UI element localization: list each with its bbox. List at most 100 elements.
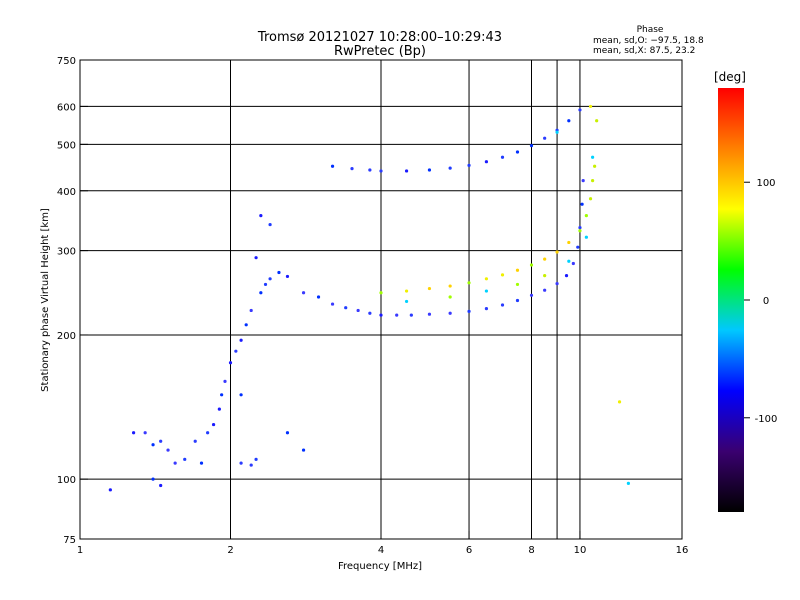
data-point-x (404, 299, 409, 304)
data-point-o (404, 169, 409, 173)
data-point-o (234, 349, 238, 353)
data-point-o (379, 313, 383, 317)
data-point-x (617, 400, 622, 404)
data-point-o (379, 169, 383, 173)
colorbar-ticks: 100 0 -100 (744, 178, 777, 425)
data-point-x (484, 277, 489, 281)
data-point-x (515, 282, 520, 287)
data-point-x (484, 289, 489, 293)
data-point-o (578, 226, 582, 230)
axis-ticks: 1 2 4 6 8 10 16 75 100 200 300 400 500 600 750 (57, 56, 688, 556)
data-point-x (588, 104, 593, 109)
data-point-o (529, 293, 534, 297)
x-tick-label: 1 (77, 545, 83, 556)
data-point-x (584, 235, 588, 239)
data-point-o (571, 261, 575, 266)
x-tick-label: 2 (227, 545, 233, 556)
colorbar-tick-label: 100 (756, 178, 775, 189)
data-point-o (228, 361, 233, 365)
data-point-o (159, 439, 163, 443)
data-point-o (259, 213, 263, 218)
data-point-o (143, 431, 147, 435)
chart-title: Tromsø 20121027 10:28:00–10:29:43 (257, 30, 502, 45)
data-point-x (543, 257, 547, 261)
data-point-o (285, 274, 290, 279)
data-point-o (467, 309, 471, 313)
data-point-o (500, 155, 505, 159)
data-point-o (211, 422, 216, 427)
data-point-o (166, 448, 170, 452)
data-point-o (427, 312, 432, 316)
data-point-o (567, 119, 571, 123)
y-tick-label: 200 (57, 331, 76, 342)
data-point-o (576, 245, 580, 249)
data-point-o (239, 393, 243, 397)
data-point-x (448, 284, 452, 288)
data-point-o (409, 313, 413, 317)
data-point-o (254, 256, 258, 260)
data-point-o (484, 160, 489, 164)
data-point-o (223, 379, 227, 383)
data-point-o (108, 488, 112, 492)
data-point-o (578, 108, 582, 112)
colorbar (718, 88, 744, 512)
data-point-o (395, 313, 399, 317)
data-point-o (515, 150, 520, 154)
colorbar-tick-label: 0 (763, 296, 769, 307)
data-point-o (249, 308, 253, 313)
data-point-o (263, 282, 268, 287)
data-point-o (220, 393, 224, 397)
data-point-o (239, 461, 243, 465)
data-point-o (217, 407, 221, 411)
data-point-o (206, 431, 210, 435)
phase-o-stats: mean, sd,O: −97.5, 18.8 (593, 36, 704, 46)
data-point-o (285, 431, 290, 435)
data-point-o (316, 295, 321, 299)
data-point-o (543, 288, 547, 292)
data-point-o (183, 457, 187, 461)
data-point-o (350, 166, 354, 171)
x-tick-label: 6 (466, 545, 472, 556)
data-point-x (543, 274, 547, 278)
data-point-x (591, 179, 595, 183)
data-point-x (404, 289, 409, 293)
data-point-o (368, 311, 372, 315)
data-point-x (448, 295, 452, 299)
colorbar-label: [deg] (714, 70, 746, 84)
x-axis-label: Frequency [MHz] (338, 561, 422, 572)
data-point-x (578, 229, 582, 233)
data-point-o (151, 443, 155, 447)
data-point-x (591, 155, 595, 159)
data-point-o (368, 168, 372, 172)
data-point-x (467, 281, 471, 285)
x-tick-label: 16 (676, 545, 689, 556)
data-point-o (301, 448, 306, 452)
data-point-o (131, 431, 136, 435)
data-points (108, 104, 631, 492)
data-point-x (593, 164, 597, 168)
y-tick-label: 750 (57, 56, 76, 67)
data-point-o (543, 136, 547, 140)
data-point-x (567, 259, 571, 263)
data-point-o (580, 202, 584, 206)
data-point-x (584, 213, 588, 218)
data-point-x (588, 197, 593, 201)
data-point-x (595, 119, 599, 123)
data-point-o (301, 291, 306, 295)
data-point-x (626, 481, 631, 485)
y-tick-label: 500 (57, 140, 76, 151)
data-point-x (555, 250, 559, 254)
x-tick-label: 4 (378, 545, 384, 556)
data-point-o (484, 307, 489, 311)
chart-subtitle: RwPretec (Bp) (334, 44, 426, 59)
x-tick-label: 10 (574, 545, 587, 556)
data-point-o (254, 457, 258, 461)
data-point-x (515, 268, 520, 272)
y-tick-label: 75 (63, 535, 76, 546)
data-point-o (193, 439, 197, 443)
data-point-o (356, 308, 360, 313)
data-point-o (239, 338, 243, 342)
data-point-x (500, 273, 505, 277)
data-point-o (151, 477, 155, 481)
